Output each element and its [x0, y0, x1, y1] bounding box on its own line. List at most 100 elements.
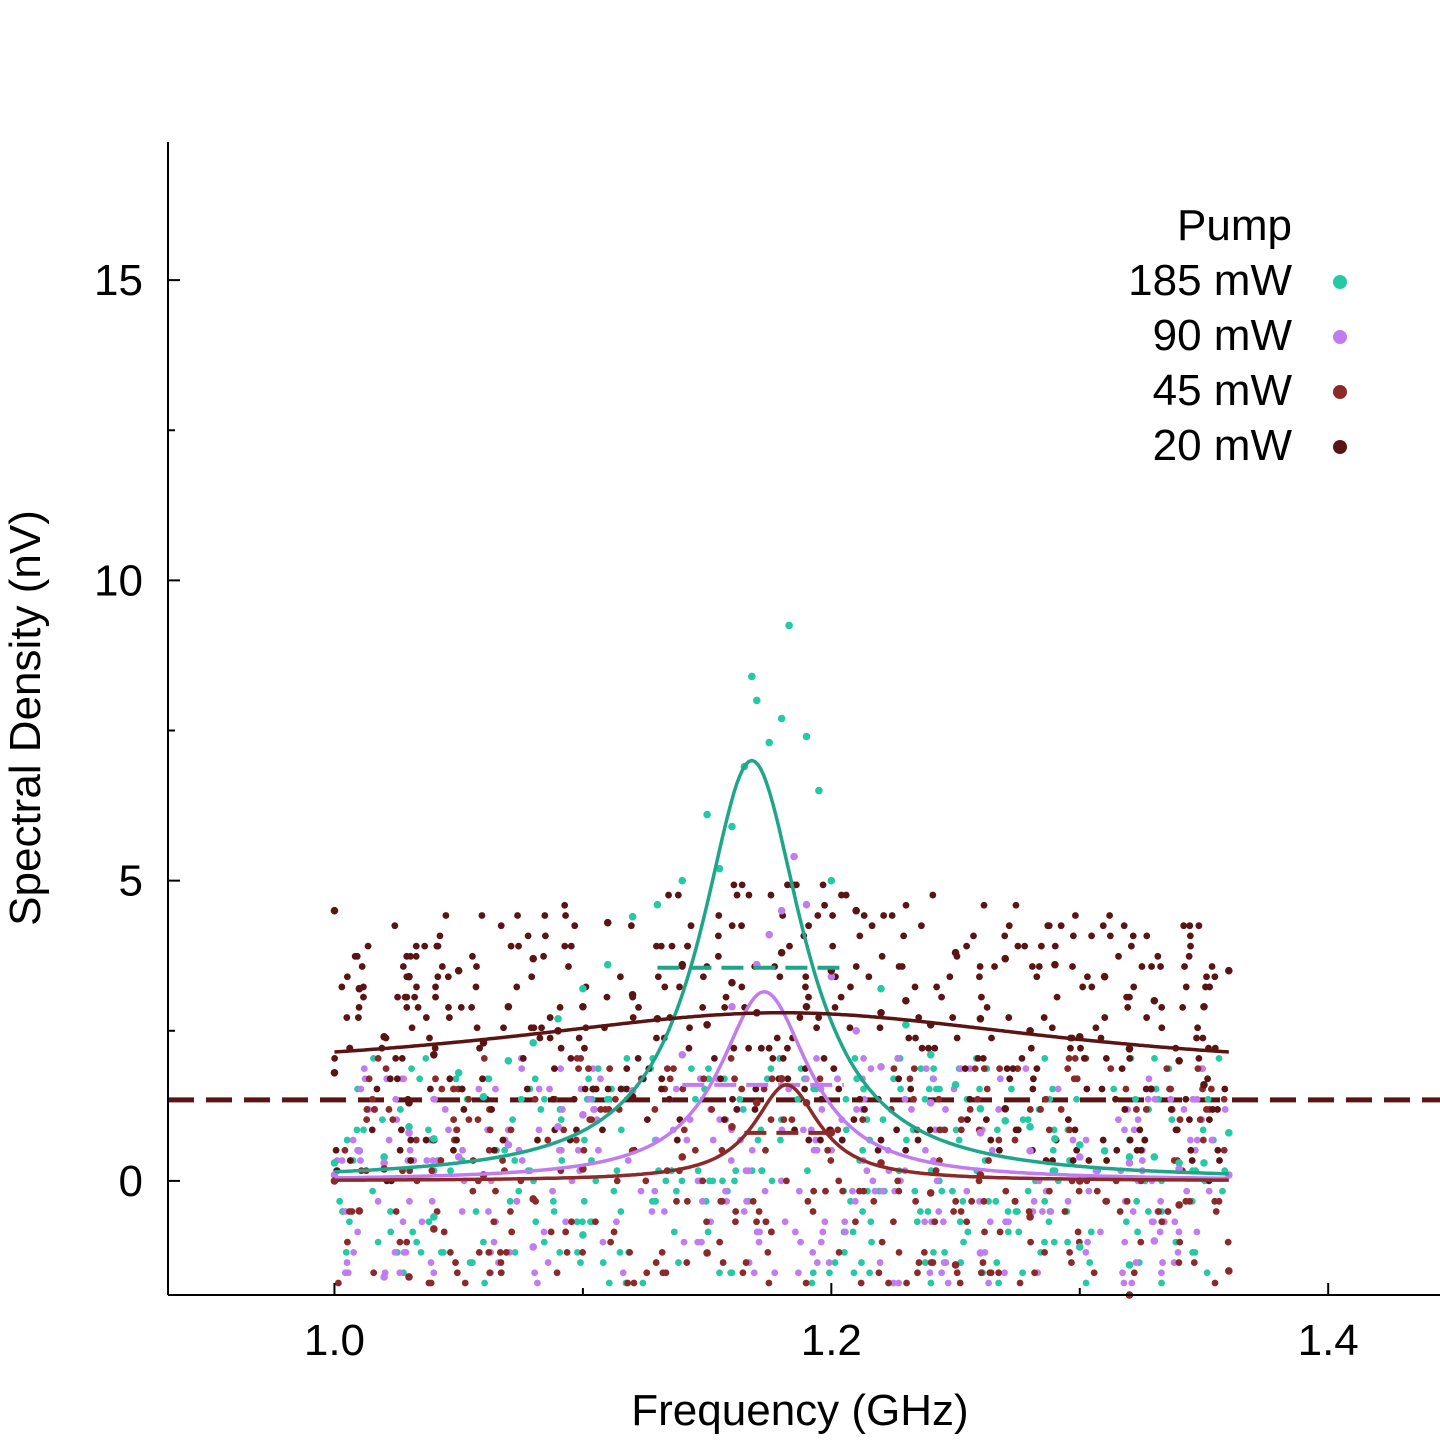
- legend-label: 185 mW: [1128, 256, 1292, 305]
- noise-point: [1181, 963, 1188, 970]
- noise-point: [917, 1208, 924, 1215]
- noise-point: [914, 1136, 922, 1144]
- noise-point: [691, 1146, 699, 1154]
- noise-point: [492, 1187, 499, 1195]
- noise-point: [355, 1003, 363, 1011]
- noise-point: [581, 1136, 588, 1144]
- noise-point: [738, 1085, 746, 1093]
- noise-point: [679, 1085, 687, 1093]
- noise-point: [474, 1116, 482, 1124]
- noise-point: [658, 1085, 665, 1093]
- noise-point: [849, 1187, 856, 1195]
- noise-point: [653, 942, 660, 950]
- noise-point: [613, 1177, 621, 1185]
- data-point: [703, 1020, 711, 1029]
- noise-point: [1084, 973, 1091, 981]
- noise-point: [527, 1024, 535, 1032]
- noise-point: [445, 1014, 453, 1021]
- noise-point: [809, 1269, 817, 1277]
- noise-point: [476, 1044, 483, 1052]
- noise-point: [616, 973, 624, 981]
- noise-point: [941, 1248, 948, 1256]
- noise-point: [661, 983, 669, 991]
- noise-point: [389, 1116, 397, 1124]
- data-point: [454, 966, 463, 975]
- noise-point: [993, 1259, 1001, 1266]
- data-point: [603, 918, 612, 927]
- data-point: [504, 1002, 513, 1011]
- noise-point: [885, 1279, 892, 1287]
- data-point: [678, 1153, 687, 1161]
- data-point: [728, 1002, 736, 1011]
- noise-point: [930, 1248, 937, 1256]
- noise-point: [408, 1065, 415, 1073]
- noise-point: [639, 1279, 647, 1287]
- noise-point: [538, 1024, 545, 1032]
- noise-point: [722, 1187, 730, 1195]
- noise-point: [343, 1136, 351, 1144]
- noise-point: [518, 1157, 526, 1164]
- noise-point: [557, 1116, 565, 1124]
- noise-point: [458, 1208, 466, 1215]
- noise-point: [595, 1146, 602, 1154]
- noise-point: [753, 1218, 760, 1226]
- data-point: [1026, 1147, 1034, 1155]
- data-point: [380, 1159, 388, 1167]
- noise-point: [694, 1167, 702, 1175]
- noise-point: [805, 993, 812, 1001]
- noise-point: [1048, 1024, 1056, 1032]
- noise-point: [1206, 983, 1214, 991]
- noise-point: [434, 973, 442, 981]
- noise-point: [930, 1075, 938, 1083]
- noise-point: [430, 1095, 438, 1103]
- noise-point: [370, 1106, 378, 1113]
- noise-point: [378, 1116, 386, 1124]
- noise-point: [397, 1126, 405, 1134]
- noise-point: [481, 1279, 488, 1287]
- noise-point: [968, 1197, 976, 1205]
- noise-point: [519, 1054, 527, 1062]
- noise-point: [338, 1157, 346, 1164]
- noise-point: [1047, 1208, 1055, 1215]
- noise-point: [425, 1279, 433, 1287]
- noise-point: [515, 1187, 523, 1195]
- data-point: [1200, 1081, 1208, 1089]
- noise-point: [567, 1054, 575, 1062]
- noise-point: [763, 1075, 771, 1083]
- noise-point: [1154, 952, 1162, 960]
- noise-point: [949, 1187, 956, 1195]
- noise-point: [979, 1259, 987, 1266]
- noise-point: [876, 1259, 884, 1266]
- data-point: [330, 1159, 339, 1167]
- noise-point: [444, 973, 452, 981]
- noise-point: [901, 1095, 909, 1103]
- noise-point: [496, 1248, 504, 1256]
- noise-point: [856, 1095, 864, 1103]
- noise-point: [546, 1085, 553, 1093]
- noise-point: [357, 1085, 365, 1093]
- noise-point: [931, 1218, 939, 1226]
- noise-point: [936, 1085, 943, 1093]
- noise-point: [1041, 1238, 1048, 1246]
- noise-point: [441, 1106, 449, 1113]
- noise-point: [767, 891, 775, 899]
- noise-point: [412, 1136, 420, 1144]
- noise-point: [1079, 983, 1087, 991]
- noise-point: [879, 1116, 887, 1124]
- noise-point: [1072, 912, 1079, 919]
- noise-point: [513, 983, 521, 991]
- noise-point: [396, 1146, 404, 1154]
- noise-point: [749, 1197, 757, 1205]
- noise-point: [929, 891, 937, 899]
- noise-point: [1050, 1126, 1058, 1134]
- noise-point: [1065, 1054, 1073, 1062]
- noise-point: [1203, 1269, 1211, 1277]
- noise-point: [1068, 1259, 1075, 1266]
- noise-point: [853, 1106, 860, 1113]
- noise-point: [502, 1248, 510, 1256]
- data-point: [877, 1008, 885, 1017]
- noise-point: [1199, 1034, 1207, 1042]
- noise-point: [996, 1065, 1004, 1073]
- noise-point: [437, 1248, 445, 1256]
- noise-point: [795, 1187, 803, 1195]
